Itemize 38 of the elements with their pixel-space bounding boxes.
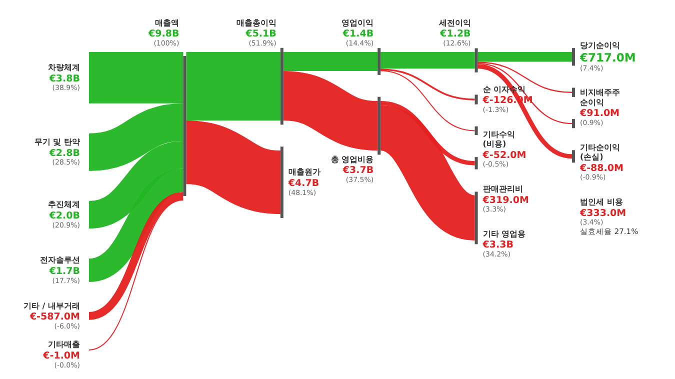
data-label: €9.8B: [148, 28, 180, 40]
category-label: 기타 / 내부거래: [24, 301, 80, 310]
data-label: €1.4B: [342, 28, 374, 40]
data-label: €319.0M: [482, 194, 529, 206]
data-label: €3.3B: [482, 240, 514, 251]
category-label: 기타순이익 (손실): [580, 142, 620, 162]
category-label: 매출액: [155, 18, 180, 28]
category-label: 기타수익 (비용): [482, 130, 515, 149]
data-label: €3.8B: [48, 73, 80, 84]
category-label: 영업이익: [342, 18, 374, 28]
data-label: €4.7B: [287, 178, 320, 189]
category-label: 차량체계: [48, 63, 80, 72]
data-label: €-1.0M: [42, 350, 80, 362]
category-label: 무기 및 탄약: [34, 138, 80, 147]
category-label: 전자솔루션: [40, 256, 80, 265]
data-label: €91.0M: [579, 108, 620, 120]
category-label: 추진체계: [48, 200, 80, 210]
category-label: 매출총이익: [236, 18, 276, 28]
category-label: 기타매출: [48, 340, 80, 350]
data-label: €1.2B: [439, 28, 471, 40]
data-label: €-52.0M: [482, 150, 526, 161]
data-label: €1.7B: [48, 266, 80, 277]
category-label: 세전이익: [438, 18, 471, 28]
category-label: 판매관리비: [482, 184, 523, 194]
category-label: 총 영업비용: [330, 154, 374, 164]
data-label: €3.7B: [342, 165, 374, 176]
data-label: €2.8B: [48, 148, 80, 159]
data-label: €5.1B: [244, 28, 276, 40]
data-label: €717.0M: [579, 50, 636, 65]
data-label: €-88.0M: [579, 162, 624, 174]
data-label: €2.0B: [48, 210, 80, 222]
category-label: 기타 영업용: [482, 229, 526, 238]
data-label: €333.0M: [579, 208, 626, 219]
data-label: €-587.0M: [28, 312, 80, 323]
category-label: 매출원가: [288, 168, 320, 177]
category-label: 비지배주주 순이익: [580, 88, 620, 107]
category-label: 당기순이익: [580, 41, 620, 50]
category-label: 법인세 비용: [580, 198, 623, 207]
